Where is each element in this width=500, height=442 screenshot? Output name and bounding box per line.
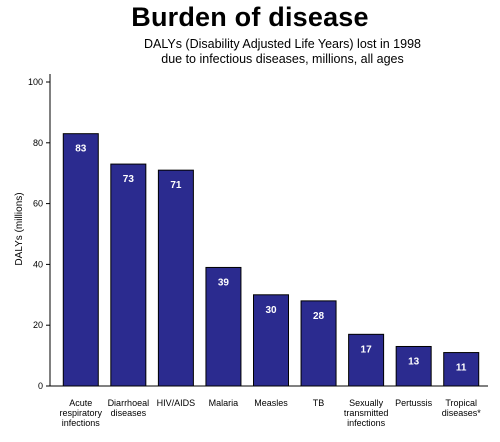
- x-category-label: Tropical diseases*: [442, 398, 482, 418]
- y-tick-label: 40: [33, 259, 43, 269]
- bar-value-label: 13: [408, 356, 420, 367]
- y-tick-label: 60: [33, 199, 43, 209]
- bar-value-label: 11: [456, 363, 467, 374]
- x-category-label: Acute respiratory infections: [60, 398, 103, 428]
- x-category-label: HIV/AIDS: [157, 398, 196, 408]
- x-category-label: Measles: [254, 398, 288, 408]
- bar-value-label: 17: [361, 344, 373, 355]
- bar: [300, 300, 337, 387]
- bar-value-label: 30: [265, 305, 277, 316]
- x-category-label: Pertussis: [395, 398, 433, 408]
- bar-value-label: 28: [313, 311, 325, 322]
- bar-value-label: 39: [218, 277, 230, 288]
- bar-value-label: 71: [170, 180, 182, 191]
- bar: [157, 169, 194, 387]
- bar: [395, 345, 432, 387]
- bar-value-label: 83: [75, 144, 87, 155]
- bar: [110, 163, 147, 387]
- x-category-label: Malaria: [209, 398, 239, 408]
- bar: [62, 133, 99, 387]
- y-tick-label: 80: [33, 138, 43, 148]
- x-category-label: Diarrhoeal diseases: [108, 398, 150, 418]
- x-category-label: Sexually transmitted infections: [344, 398, 389, 428]
- bar-value-label: 73: [123, 174, 135, 185]
- x-category-label: TB: [313, 398, 325, 408]
- bars: [62, 133, 480, 387]
- bar: [205, 266, 242, 387]
- chart-title: Burden of disease: [131, 2, 369, 32]
- y-axis-label: DALYs (millions): [14, 192, 25, 265]
- chart-subtitle-line-1: DALYs (Disability Adjusted Life Years) l…: [143, 37, 421, 51]
- bar-value-labels: 83 73 71 39 30 28 17 13 11: [75, 144, 467, 374]
- bar: [443, 352, 480, 387]
- bar: [348, 333, 385, 387]
- y-tick-label: 100: [28, 77, 43, 87]
- y-tick-label: 20: [33, 320, 43, 330]
- bar: [253, 294, 289, 387]
- y-axis-ticks: 0 20 40 60 80 100: [28, 77, 50, 391]
- y-tick-label: 0: [38, 381, 43, 391]
- chart-subtitle-line-2: due to infectious diseases, millions, al…: [161, 52, 404, 66]
